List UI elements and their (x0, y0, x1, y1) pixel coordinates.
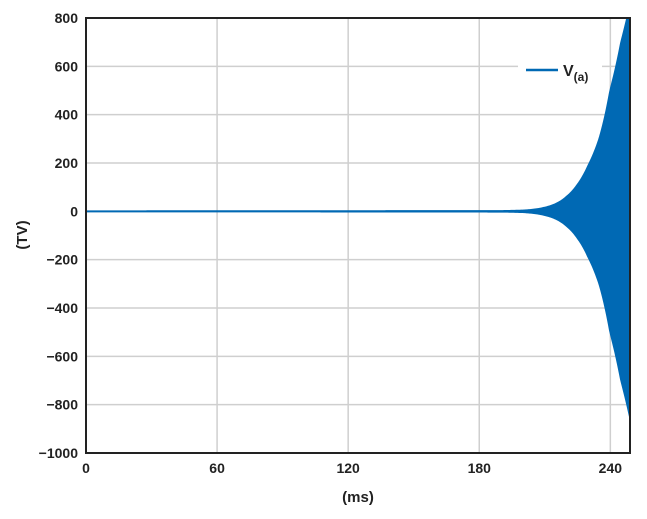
legend-label: V(a) (563, 63, 588, 84)
y-tick-label: −1000 (39, 445, 79, 461)
y-tick-label: 800 (55, 10, 79, 26)
y-tick-label: 600 (55, 58, 79, 74)
plot-frame (85, 17, 631, 454)
x-tick-label: 180 (468, 460, 492, 476)
y-tick-label: 200 (55, 155, 79, 171)
y-tick-label: −400 (46, 300, 78, 316)
y-axis-label: (TV) (14, 220, 31, 249)
x-tick-label: 0 (82, 460, 90, 476)
y-tick-label: 400 (55, 107, 79, 123)
tick-labels: 0 60 120 180 240 800 600 400 200 0 −200 −400 −600 −80… (39, 10, 623, 476)
x-axis-label: (ms) (342, 489, 374, 506)
x-tick-label: 60 (209, 460, 225, 476)
x-tick-label: 240 (599, 460, 623, 476)
y-tick-label: 0 (70, 203, 78, 219)
y-tick-label: −800 (46, 397, 78, 413)
x-tick-label: 120 (336, 460, 360, 476)
y-tick-label: −200 (46, 252, 78, 268)
legend: V(a) (518, 58, 602, 88)
grid (86, 18, 630, 453)
y-tick-label: −600 (46, 348, 78, 364)
